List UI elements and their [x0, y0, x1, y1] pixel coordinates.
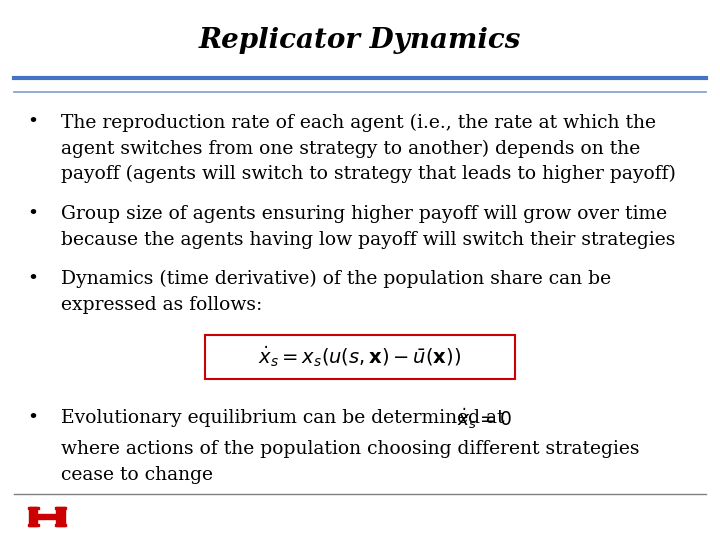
- Text: expressed as follows:: expressed as follows:: [61, 296, 263, 314]
- Text: Replicator Dynamics: Replicator Dynamics: [199, 27, 521, 54]
- Text: Dynamics (time derivative) of the population share can be: Dynamics (time derivative) of the popula…: [61, 270, 611, 288]
- FancyBboxPatch shape: [205, 335, 515, 379]
- Bar: [55, 524, 66, 526]
- Bar: [37, 514, 56, 519]
- Text: $\dot{x}_s = x_s\left(u(s,\mathbf{x}) - \bar{u}(\mathbf{x})\right)$: $\dot{x}_s = x_s\left(u(s,\mathbf{x}) - …: [258, 345, 462, 369]
- Text: Group size of agents ensuring higher payoff will grow over time: Group size of agents ensuring higher pay…: [61, 205, 667, 222]
- Text: because the agents having low payoff will switch their strategies: because the agents having low payoff wil…: [61, 231, 675, 248]
- Bar: [28, 524, 39, 526]
- Text: agent switches from one strategy to another) depends on the: agent switches from one strategy to anot…: [61, 139, 641, 158]
- Text: •: •: [27, 409, 38, 427]
- Text: •: •: [27, 205, 38, 222]
- Bar: [29, 507, 37, 526]
- Text: payoff (agents will switch to strategy that leads to higher payoff): payoff (agents will switch to strategy t…: [61, 165, 676, 184]
- Text: •: •: [27, 113, 38, 131]
- Text: where actions of the population choosing different strategies: where actions of the population choosing…: [61, 440, 639, 458]
- Text: $\dot{x}_s = 0$: $\dot{x}_s = 0$: [457, 406, 512, 431]
- Bar: [28, 507, 39, 509]
- Text: The reproduction rate of each agent (i.e., the rate at which the: The reproduction rate of each agent (i.e…: [61, 113, 656, 132]
- Text: •: •: [27, 270, 38, 288]
- Bar: [55, 507, 66, 509]
- Text: cease to change: cease to change: [61, 466, 213, 484]
- Bar: [56, 507, 65, 526]
- Text: Evolutionary equilibrium can be determined at: Evolutionary equilibrium can be determin…: [61, 409, 505, 427]
